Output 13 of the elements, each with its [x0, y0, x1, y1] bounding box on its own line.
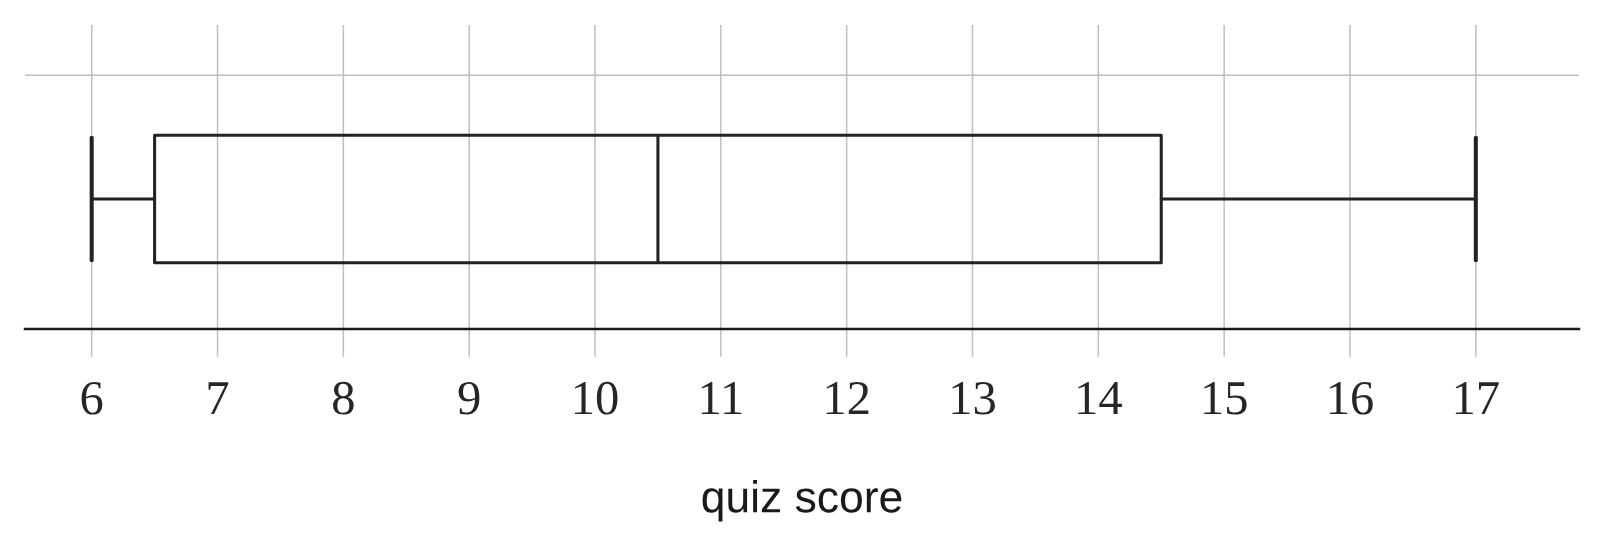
x-tick-label: 11 [701, 382, 742, 415]
x-tick-label: 14 [1078, 382, 1122, 415]
x-tick-label: 15 [1204, 382, 1247, 415]
x-tick-label: 13 [952, 381, 995, 415]
x-tick-label: 10 [574, 381, 618, 415]
x-tick-label: 7 [208, 382, 229, 415]
x-axis-title: quiz score [702, 480, 902, 522]
x-tick-label: 9 [458, 381, 480, 415]
x-tick-label: 6 [81, 381, 103, 415]
x-tick-label: 16 [1329, 381, 1373, 415]
x-tick-label: 8 [333, 381, 354, 415]
x-tick-label: 17 [1455, 382, 1499, 415]
x-tick-label: 12 [826, 381, 869, 415]
